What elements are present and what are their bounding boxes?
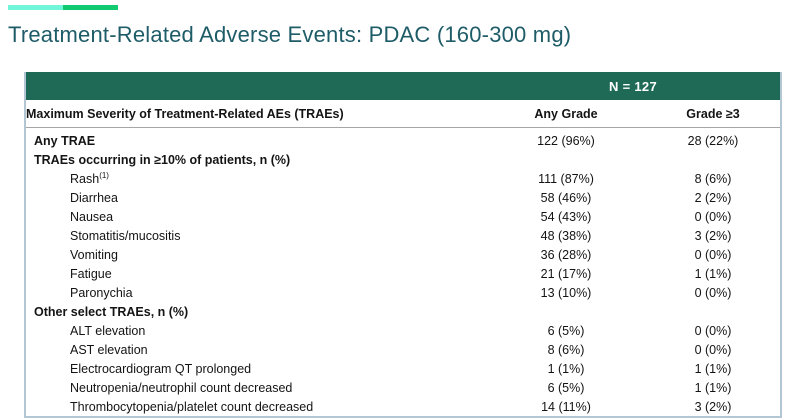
row-label: Paronychia (70, 285, 133, 300)
table-row: Rash(1) 111 (87%) 8 (6%) (26, 169, 780, 188)
column-header-any-grade: Any Grade (486, 100, 646, 128)
any-grade-value: 48 (38%) (540, 228, 592, 243)
accent-bar-right-segment (63, 5, 118, 10)
table-row: Vomiting 36 (28%) 0 (0%) (26, 245, 780, 264)
grade-ge3-value: 0 (0%) (694, 323, 732, 338)
grade-ge3-value: 2 (2%) (694, 190, 732, 205)
table-row: Neutropenia/neutrophil count decreased 6… (26, 378, 780, 397)
any-grade-value: 6 (5%) (547, 323, 585, 338)
any-grade-value: 13 (10%) (540, 285, 592, 300)
table-row: Thrombocytopenia/platelet count decrease… (26, 397, 780, 416)
row-label: Thrombocytopenia/platelet count decrease… (70, 399, 314, 414)
table-row: Nausea 54 (43%) 0 (0%) (26, 207, 780, 226)
grade-ge3-value: 0 (0%) (694, 285, 732, 300)
page-title: Treatment-Related Adverse Events: PDAC (… (8, 22, 572, 47)
table-body: Any TRAE 122 (96%) 28 (22%) TRAEs occurr… (26, 128, 780, 417)
any-grade-value: 6 (5%) (547, 380, 585, 395)
any-grade-value: 36 (28%) (540, 247, 592, 262)
column-header-label: Maximum Severity of Treatment-Related AE… (26, 100, 486, 128)
any-grade-value: 14 (11%) (541, 399, 591, 414)
n-total-label: N = 127 (486, 72, 780, 100)
grade-ge3-value: 1 (1%) (694, 361, 732, 376)
table-row: Stomatitis/mucositis 48 (38%) 3 (2%) (26, 226, 780, 245)
row-label: Nausea (70, 209, 114, 224)
any-grade-value: 122 (96%) (537, 133, 595, 148)
table-row: TRAEs occurring in ≥10% of patients, n (… (26, 150, 780, 169)
table-row: ALT elevation 6 (5%) 0 (0%) (26, 321, 780, 340)
any-grade-value: 54 (43%) (540, 209, 592, 224)
row-label: Electrocardiogram QT prolonged (70, 361, 252, 376)
row-label: ALT elevation (70, 323, 146, 338)
grade-ge3-value (646, 150, 780, 169)
grade-ge3-value (646, 302, 780, 321)
footnote-marker: (1) (99, 170, 109, 180)
accent-bar (8, 5, 118, 10)
table-row: Any TRAE 122 (96%) 28 (22%) (26, 128, 780, 151)
table-row: Diarrhea 58 (46%) 2 (2%) (26, 188, 780, 207)
row-label: Neutropenia/neutrophil count decreased (70, 380, 293, 395)
accent-bar-left-segment (8, 5, 63, 10)
grade-ge3-value: 0 (0%) (694, 247, 732, 262)
row-label: Fatigue (70, 266, 112, 281)
n-header-spacer (26, 72, 486, 100)
any-grade-value: 111 (87%) (538, 171, 594, 186)
table-row: AST elevation 8 (6%) 0 (0%) (26, 340, 780, 359)
table-row: Electrocardiogram QT prolonged 1 (1%) 1 … (26, 359, 780, 378)
grade-ge3-value: 8 (6%) (694, 171, 732, 186)
grade-ge3-value: 28 (22%) (687, 133, 739, 148)
grade-ge3-value: 0 (0%) (694, 342, 732, 357)
grade-ge3-value: 3 (2%) (694, 228, 732, 243)
table-row: Other select TRAEs, n (%) (26, 302, 780, 321)
trae-table-container: N = 127 Maximum Severity of Treatment-Re… (24, 72, 782, 418)
any-grade-value: 1 (1%) (547, 361, 585, 376)
grade-ge3-value: 1 (1%) (694, 380, 732, 395)
any-grade-value: 21 (17%) (540, 266, 592, 281)
row-label: Vomiting (70, 247, 118, 262)
column-header-row: Maximum Severity of Treatment-Related AE… (26, 100, 780, 128)
any-grade-value: 58 (46%) (540, 190, 592, 205)
any-grade-value (486, 150, 646, 169)
table-row: Fatigue 21 (17%) 1 (1%) (26, 264, 780, 283)
row-label: TRAEs occurring in ≥10% of patients, n (… (34, 152, 291, 167)
any-grade-value (486, 302, 646, 321)
grade-ge3-value: 3 (2%) (694, 399, 732, 414)
row-label: Any TRAE (34, 133, 96, 148)
grade-ge3-value: 0 (0%) (694, 209, 732, 224)
row-label: AST elevation (70, 342, 148, 357)
n-header-row: N = 127 (26, 72, 780, 100)
row-label: Stomatitis/mucositis (70, 228, 181, 243)
grade-ge3-value: 1 (1%) (694, 266, 732, 281)
trae-table: N = 127 Maximum Severity of Treatment-Re… (26, 72, 780, 416)
row-label: Rash(1) (70, 170, 109, 186)
row-label: Diarrhea (70, 190, 118, 205)
any-grade-value: 8 (6%) (547, 342, 585, 357)
table-row: Paronychia 13 (10%) 0 (0%) (26, 283, 780, 302)
row-label: Other select TRAEs, n (%) (34, 304, 189, 319)
column-header-grade-ge3: Grade ≥3 (646, 100, 780, 128)
